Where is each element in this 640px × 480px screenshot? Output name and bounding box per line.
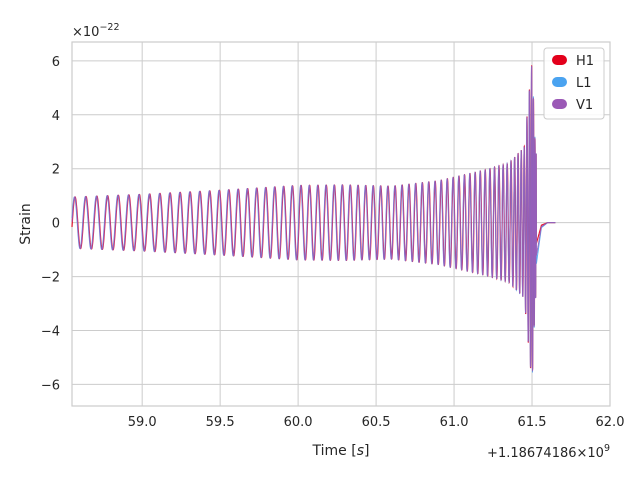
x-tick-label: 62.0 <box>596 415 625 430</box>
y-tick-labels: −6 −4 −2 0 2 4 6 <box>41 55 60 394</box>
x-tick-label: 60.0 <box>284 415 313 430</box>
strain-traces <box>71 65 556 373</box>
legend-label-h1: H1 <box>576 54 594 69</box>
y-exponent-label: ×10−22 <box>72 22 120 40</box>
legend-swatch-h1 <box>552 55 567 65</box>
legend-swatch-l1 <box>552 77 567 87</box>
legend: H1 L1 V1 <box>543 47 605 120</box>
y-tick-label: −6 <box>41 378 60 393</box>
y-tick-label: 2 <box>52 163 60 178</box>
x-tick-label: 61.5 <box>518 415 547 430</box>
y-tick-label: 6 <box>52 55 60 70</box>
series-line-v1 <box>71 65 556 372</box>
legend-label-l1: L1 <box>576 76 592 91</box>
x-tick-label: 59.0 <box>128 415 157 430</box>
y-tick-label: −4 <box>41 325 60 340</box>
x-tick-labels: 59.0 59.5 60.0 60.5 61.0 61.5 62.0 <box>128 415 625 430</box>
x-tick-label: 59.5 <box>206 415 235 430</box>
x-axis-label: Time [s] <box>312 443 370 459</box>
legend-label-v1: V1 <box>576 98 593 113</box>
legend-swatch-v1 <box>552 99 567 109</box>
x-tick-label: 61.0 <box>440 415 469 430</box>
y-axis-label: Strain <box>18 203 34 244</box>
y-tick-label: 0 <box>52 217 60 232</box>
x-axis-offset: +1.18674186×109 <box>487 443 610 461</box>
x-tick-label: 60.5 <box>362 415 391 430</box>
y-tick-label: 4 <box>52 109 60 124</box>
y-tick-label: −2 <box>41 271 60 286</box>
